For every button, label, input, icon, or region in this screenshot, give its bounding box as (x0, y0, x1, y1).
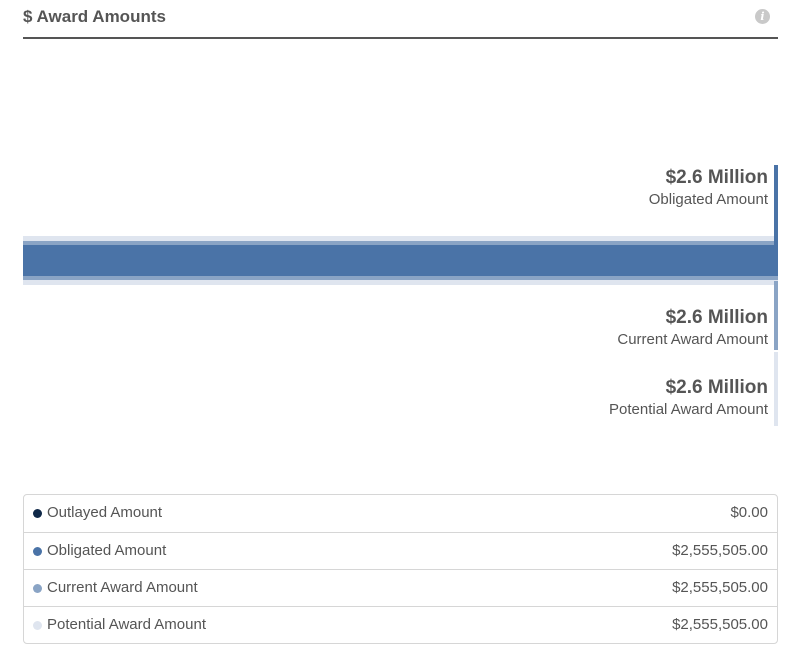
current-dot-icon (33, 584, 42, 593)
obligated-amount-name: Obligated Amount (648, 191, 768, 208)
legend-row-label: Potential Award Amount (47, 616, 206, 633)
section-header: $ Award Amounts i (23, 0, 778, 39)
potential-marker-line (774, 352, 778, 426)
legend-row-current: Current Award Amount $2,555,505.00 (24, 569, 777, 606)
obligated-label: $2.6 Million Obligated Amount (649, 166, 768, 210)
legend-row-obligated: Obligated Amount $2,555,505.00 (24, 532, 777, 569)
obligated-dot-icon (33, 547, 42, 556)
info-icon[interactable]: i (755, 9, 770, 24)
legend-row-label: Outlayed Amount (47, 504, 163, 521)
amounts-legend-table: Outlayed Amount $0.00 Obligated Amount $… (23, 494, 778, 644)
current-marker-line (774, 281, 778, 350)
potential-label: $2.6 Million Potential Award Amount (609, 376, 768, 420)
legend-row-label: Obligated Amount (47, 542, 167, 559)
current-award-name: Current Award Amount (617, 331, 768, 348)
potential-dot-icon (33, 621, 42, 630)
legend-row-value: $0.00 (730, 504, 768, 521)
legend-row-value: $2,555,505.00 (672, 579, 768, 596)
potential-award-value: $2.6 Million (665, 377, 768, 398)
legend-row-value: $2,555,505.00 (672, 542, 768, 559)
award-amounts-chart: $2.6 Million Obligated Amount $2.6 Milli… (23, 165, 778, 426)
current-label: $2.6 Million Current Award Amount (617, 306, 768, 350)
section-title: $ Award Amounts (23, 7, 166, 26)
legend-row-label: Current Award Amount (47, 579, 198, 596)
obligated-amount-bar[interactable] (23, 245, 778, 276)
legend-row-value: $2,555,505.00 (672, 616, 768, 633)
potential-award-name: Potential Award Amount (609, 401, 768, 418)
outlayed-dot-icon (33, 509, 42, 518)
current-award-value: $2.6 Million (665, 307, 768, 328)
legend-row-potential: Potential Award Amount $2,555,505.00 (24, 606, 777, 643)
obligated-marker-line (774, 165, 778, 276)
legend-row-outlayed: Outlayed Amount $0.00 (24, 495, 777, 532)
obligated-amount-value: $2.6 Million (665, 167, 768, 188)
